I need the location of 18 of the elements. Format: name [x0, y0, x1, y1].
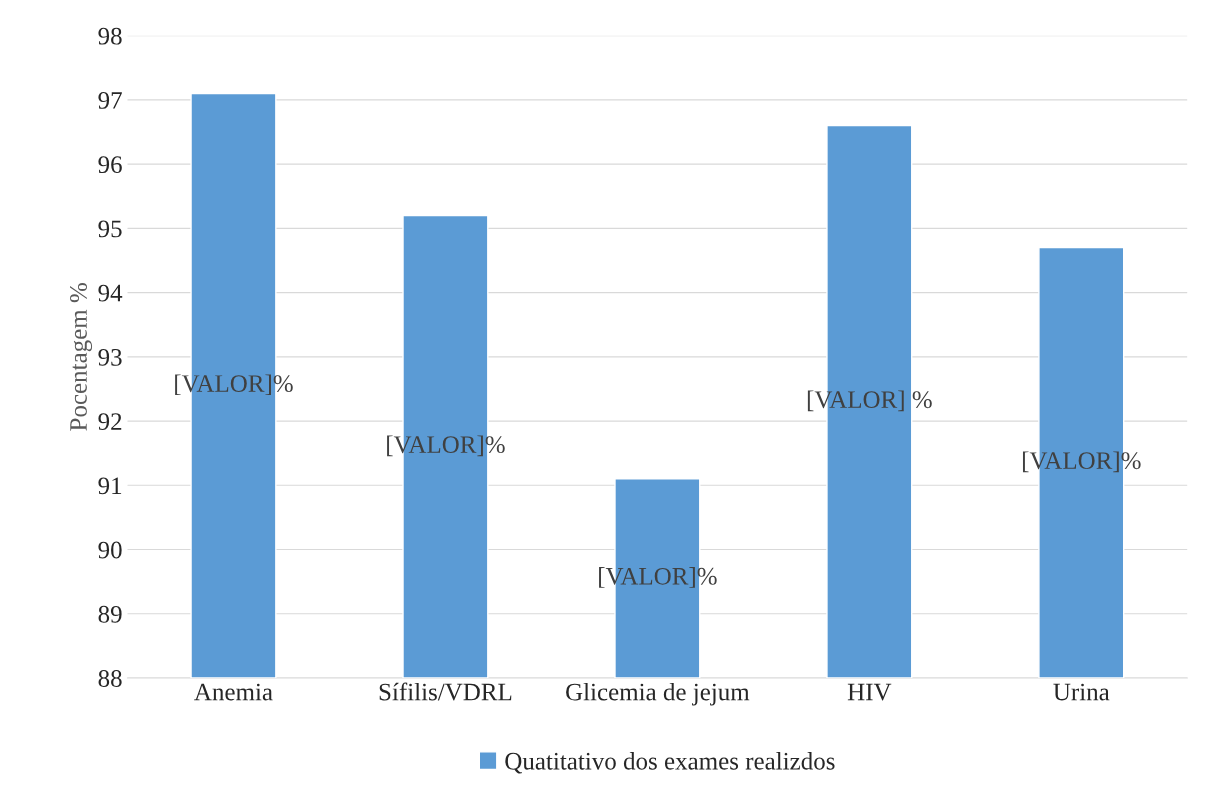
- y-tick-label: 98: [98, 27, 122, 45]
- x-tick-label: Urina: [1053, 683, 1110, 701]
- y-tick-label: 93: [98, 348, 122, 366]
- y-tick-label: 91: [98, 477, 122, 495]
- y-tick-label: 97: [98, 92, 122, 109]
- legend-label: Quatitativo dos exames realizdos: [505, 752, 835, 774]
- y-tick-label: 96: [98, 156, 122, 174]
- y-tick-label: 90: [98, 541, 122, 559]
- y-tick-label: 89: [98, 605, 122, 623]
- y-tick-label: 92: [98, 413, 122, 430]
- x-tick-label: Sífilis/VDRL: [379, 682, 512, 701]
- y-tick-label: 95: [98, 220, 122, 238]
- x-tick-label: HIV: [847, 683, 892, 701]
- y-tick-label: 88: [98, 670, 122, 687]
- y-axis-title: Pocentagem %: [70, 283, 93, 431]
- x-tick-label: Anemia: [194, 683, 273, 701]
- y-tick-label: 94: [98, 284, 123, 302]
- x-tick-label: Glicemia de jejum: [566, 682, 750, 706]
